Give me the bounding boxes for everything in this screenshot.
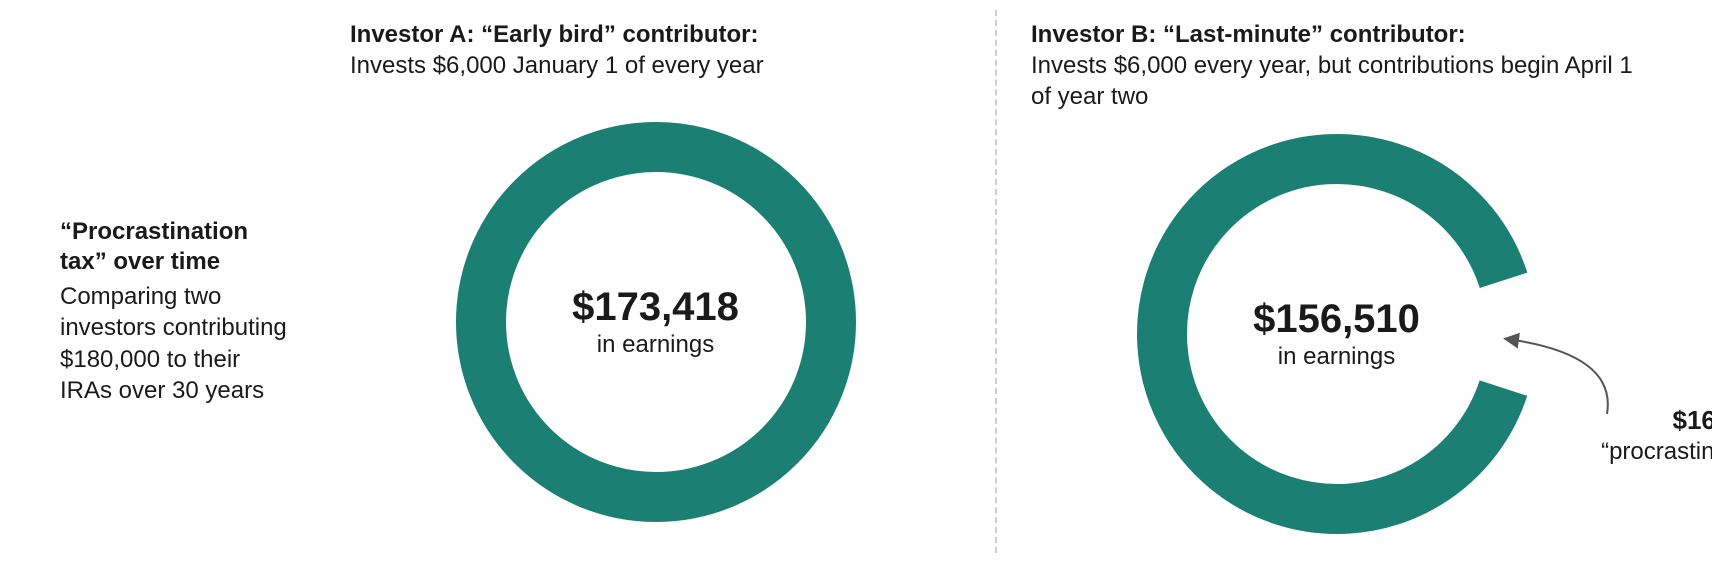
panel-a-header: Investor A: “Early bird” contributor: In…: [350, 20, 961, 100]
panel-investor-a: Investor A: “Early bird” contributor: In…: [320, 10, 991, 553]
panel-b-header: Investor B: “Last-minute” contributor: I…: [1031, 20, 1642, 112]
vertical-divider: [995, 10, 997, 553]
donut-b-value: $156,510: [1253, 297, 1420, 341]
donut-b: $156,510 in earnings $16,908 “procrastin…: [1127, 124, 1547, 544]
donut-b-label: in earnings: [1278, 343, 1395, 371]
donut-a: $173,418 in earnings: [446, 112, 866, 532]
procrastination-callout: $16,908 “procrastination tax”: [1567, 404, 1712, 497]
intro-title: “Procrastination tax” over time: [60, 217, 290, 277]
callout-label-1: “procrastination: [1567, 437, 1712, 467]
donut-a-value: $173,418: [572, 285, 739, 329]
infographic-container: “Procrastination tax” over time Comparin…: [0, 0, 1712, 563]
callout-value: $16,908: [1567, 404, 1712, 437]
panel-a-subtitle: Invests $6,000 January 1 of every year: [350, 50, 961, 81]
callout-label-2: tax”: [1567, 467, 1712, 497]
intro-body: Comparing two investors contributing $18…: [60, 281, 290, 406]
donut-a-center: $173,418 in earnings: [446, 112, 866, 532]
panel-a-title: Investor A: “Early bird” contributor:: [350, 20, 961, 50]
intro-block: “Procrastination tax” over time Comparin…: [60, 10, 320, 553]
panel-b-subtitle: Invests $6,000 every year, but contribut…: [1031, 50, 1642, 112]
panel-b-title: Investor B: “Last-minute” contributor:: [1031, 20, 1642, 50]
donut-a-label: in earnings: [597, 331, 714, 359]
panel-investor-b: Investor B: “Last-minute” contributor: I…: [1001, 10, 1672, 553]
